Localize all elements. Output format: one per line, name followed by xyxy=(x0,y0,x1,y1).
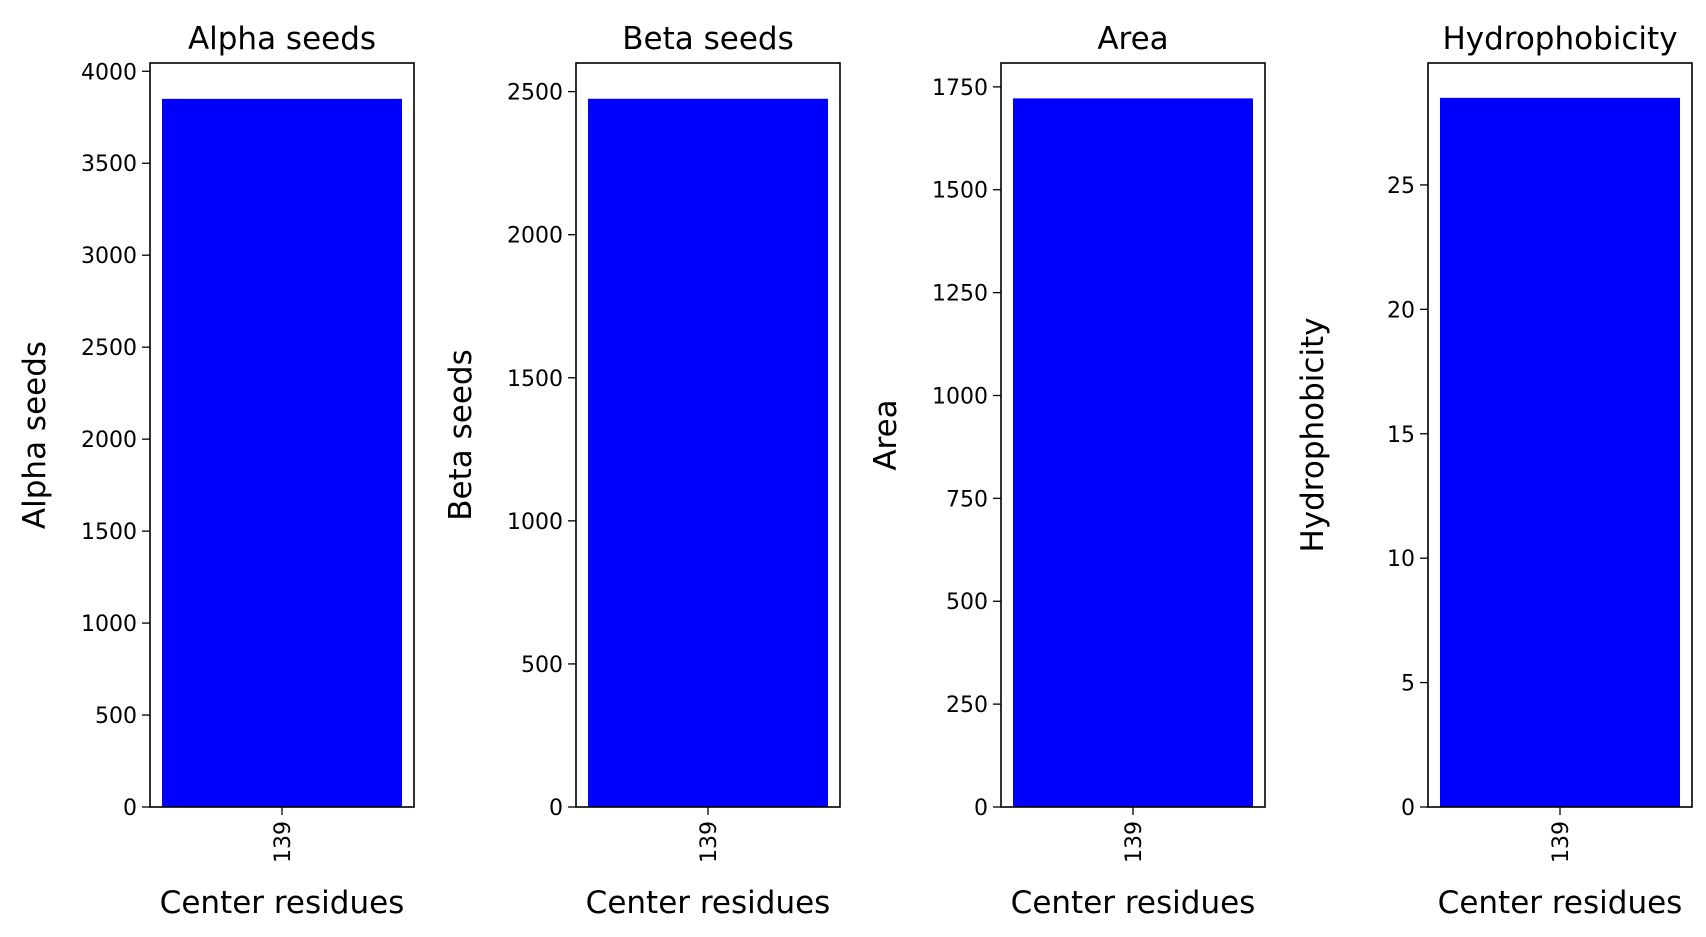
y-axis-title: Beta seeds xyxy=(443,349,479,520)
y-tick-label: 3500 xyxy=(81,152,137,177)
y-tick-label: 10 xyxy=(1387,547,1415,572)
y-tick-label: 25 xyxy=(1387,174,1415,199)
x-axis-title: Center residues xyxy=(586,885,831,921)
x-tick-label: 139 xyxy=(1122,821,1147,863)
y-tick-label: 500 xyxy=(946,590,988,615)
chart-panel-1: 0 500 1000 1500 2000 2500 3000 3500 4000 139 Alpha… xyxy=(17,21,415,921)
y-tick-label: 0 xyxy=(549,796,563,821)
y-tick-label: 15 xyxy=(1387,423,1415,448)
chart-panel-2: 0 500 1000 1500 2000 2500 139 Beta seeds Center … xyxy=(443,21,841,921)
panel-title: Area xyxy=(1097,21,1168,57)
y-axis-title: Area xyxy=(868,399,904,470)
y-tick-label: 2500 xyxy=(81,336,137,361)
x-tick-label: 139 xyxy=(271,821,296,863)
y-tick-label: 20 xyxy=(1387,298,1415,323)
panel-title: Beta seeds xyxy=(622,21,793,57)
y-tick-label: 1250 xyxy=(932,282,988,307)
chart-panel-4: 0 5 10 15 20 25 139 Hydrophobicity Center residu… xyxy=(1295,21,1693,921)
y-tick-label: 500 xyxy=(95,704,137,729)
panel-title: Hydrophobicity xyxy=(1442,21,1677,57)
y-tick-label: 1750 xyxy=(932,76,988,101)
y-tick-label: 750 xyxy=(946,487,988,512)
x-tick-label: 139 xyxy=(1549,821,1574,863)
y-tick-label: 1500 xyxy=(81,520,137,545)
chart-panel-3: 0 250 500 750 1000 1250 1500 1750 139 Area Center … xyxy=(868,21,1266,921)
y-tick-label: 2000 xyxy=(507,224,563,249)
y-tick-label: 4000 xyxy=(81,60,137,85)
y-tick-label: 500 xyxy=(521,653,563,678)
y-tick-label: 2000 xyxy=(81,428,137,453)
x-axis-title: Center residues xyxy=(1438,885,1683,921)
y-tick-label: 250 xyxy=(946,693,988,718)
y-tick-label: 1000 xyxy=(81,612,137,637)
y-tick-label: 3000 xyxy=(81,244,137,269)
x-axis-title: Center residues xyxy=(160,885,405,921)
y-tick-label: 1500 xyxy=(932,179,988,204)
panel-title: Alpha seeds xyxy=(188,21,376,57)
y-tick-label: 0 xyxy=(123,796,137,821)
y-tick-label: 1000 xyxy=(507,510,563,535)
bar-139 xyxy=(1440,97,1680,807)
x-tick-label: 139 xyxy=(697,821,722,863)
y-tick-label: 2500 xyxy=(507,81,563,106)
y-tick-label: 0 xyxy=(1401,796,1415,821)
y-axis-title: Alpha seeds xyxy=(17,341,53,529)
bar-139 xyxy=(588,98,828,808)
y-tick-label: 1000 xyxy=(932,384,988,409)
y-tick-label: 0 xyxy=(974,796,988,821)
bar-139 xyxy=(162,98,402,807)
y-axis-title: Hydrophobicity xyxy=(1295,317,1331,552)
y-tick-label: 5 xyxy=(1401,672,1415,697)
bar-139 xyxy=(1013,98,1253,807)
x-axis-title: Center residues xyxy=(1011,885,1256,921)
y-tick-label: 1500 xyxy=(507,367,563,392)
